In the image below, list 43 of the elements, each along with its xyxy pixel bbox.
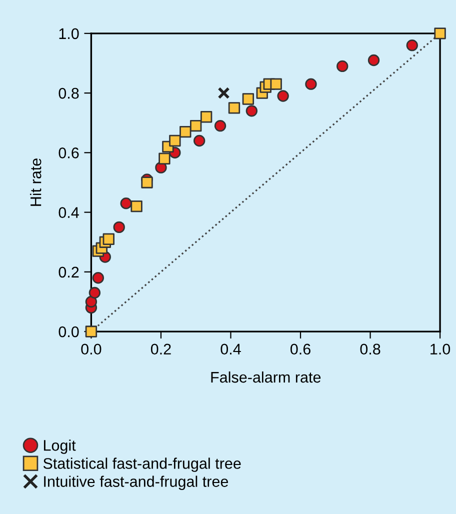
point <box>434 28 446 40</box>
point <box>85 296 98 308</box>
point <box>92 272 104 284</box>
x-tick-label: 0.2 <box>150 344 171 355</box>
point <box>158 152 170 164</box>
point <box>113 221 125 234</box>
x-tick-label: 0.8 <box>360 344 380 355</box>
point <box>336 60 348 72</box>
point <box>368 54 380 66</box>
point <box>406 39 418 52</box>
point <box>141 176 153 188</box>
point <box>88 286 101 299</box>
legend-label: Intuitive fast-and-frugal tree <box>44 476 228 490</box>
point <box>190 120 202 132</box>
y-axis-title: Hit rate <box>30 158 42 206</box>
y-tick-label: 0.0 <box>58 326 79 338</box>
y-tick-label: 0.8 <box>58 88 79 99</box>
legend-label: Logit <box>44 440 76 454</box>
point <box>246 105 258 117</box>
point <box>120 197 132 210</box>
x-tick-label: 0.6 <box>290 344 310 355</box>
point <box>130 200 142 212</box>
x-axis-title: False-alarm rate <box>211 371 321 383</box>
legend-label: Statistical fast-and-frugal tree <box>43 458 241 472</box>
point <box>200 111 212 123</box>
point <box>228 102 240 114</box>
y-tick-label: 0.4 <box>58 207 79 218</box>
point <box>218 86 230 100</box>
point <box>214 120 226 132</box>
point <box>169 134 181 147</box>
point <box>102 233 114 245</box>
point <box>242 93 254 105</box>
y-tick-label: 0.2 <box>58 266 79 278</box>
x-tick-label: 0.0 <box>81 344 102 355</box>
y-tick-label: 0.6 <box>58 148 79 158</box>
point <box>277 90 289 102</box>
point <box>193 134 206 147</box>
point <box>270 78 282 90</box>
x-tick-label: 1.0 <box>430 344 450 355</box>
y-tick-label: 1.0 <box>59 28 79 40</box>
point <box>180 126 192 138</box>
x-tick-label: 0.4 <box>220 344 241 355</box>
point <box>305 78 317 90</box>
